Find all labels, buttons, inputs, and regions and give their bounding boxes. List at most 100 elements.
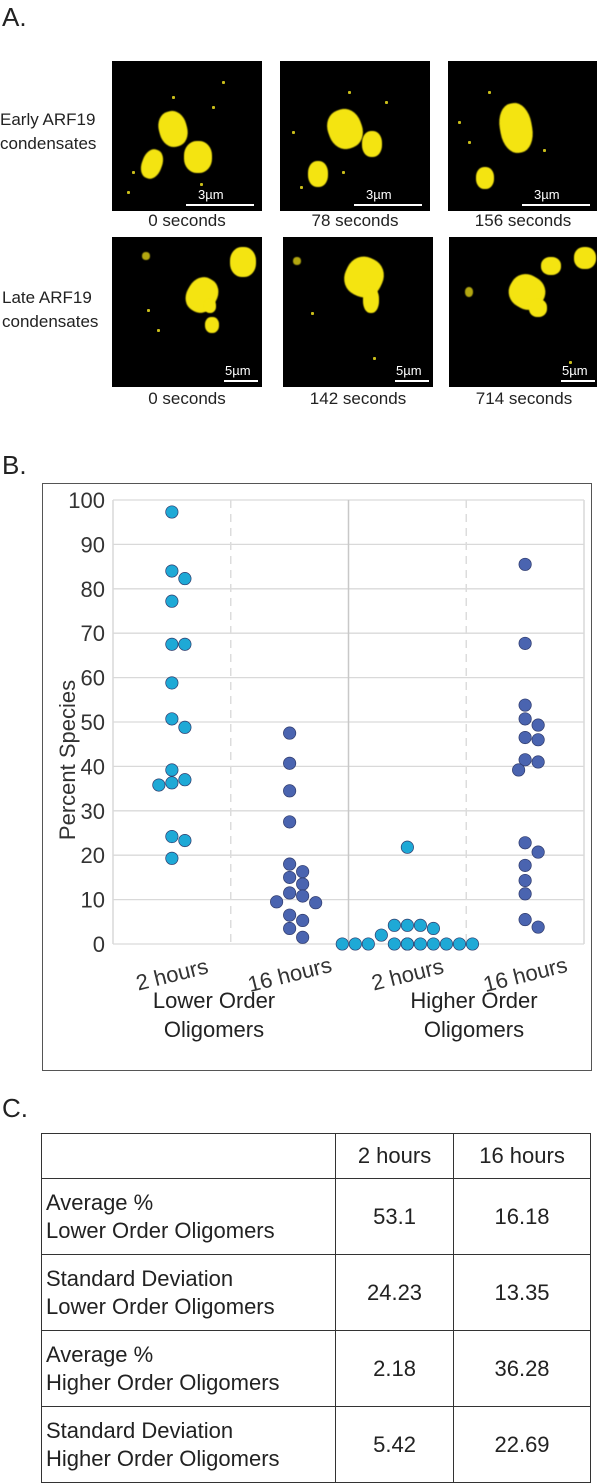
y-tick-label: 80	[81, 577, 105, 602]
data-point	[178, 720, 192, 734]
scale-label: 3µm	[198, 187, 224, 202]
row-label-line1: Standard Deviation	[46, 1417, 234, 1443]
caption-late-142s: 142 seconds	[309, 389, 407, 408]
data-point	[400, 937, 414, 951]
row-label: Standard Deviation Lower Order Oligomers	[41, 1254, 336, 1331]
micrograph-early-0s: 3µm	[112, 61, 262, 211]
scale-label: 5µm	[562, 363, 588, 378]
data-point	[465, 937, 480, 951]
data-point	[309, 896, 323, 910]
data-point	[518, 698, 532, 712]
micrograph-late-714s: 5µm	[449, 237, 597, 387]
data-point	[296, 877, 310, 891]
data-point	[439, 937, 453, 951]
late-row-label: Late ARF19 condensates	[2, 286, 98, 334]
scale-label: 3µm	[366, 187, 392, 202]
scale-bar	[354, 204, 422, 206]
caption-early-0s: 0 seconds	[148, 211, 226, 230]
panel-c-letter: C.	[2, 1093, 28, 1123]
early-row-label-line2: condensates	[0, 134, 97, 153]
header-cell-2-hours: 2 hours	[334, 1133, 455, 1179]
scale-bar	[561, 380, 595, 382]
data-point	[518, 753, 532, 767]
data-point	[374, 928, 388, 942]
data-point	[178, 572, 192, 586]
data-point	[413, 937, 427, 951]
data-point	[452, 937, 467, 951]
data-point	[387, 918, 401, 932]
group-label-higher-line1: Higher Order	[410, 988, 537, 1013]
data-point	[387, 937, 401, 951]
data-point	[283, 857, 297, 871]
cell-2-hours: 24.23	[334, 1254, 455, 1331]
data-point	[400, 918, 414, 932]
row-label-line2: Higher Order Oligomers	[46, 1369, 280, 1395]
late-row-label-line1: Late ARF19	[2, 288, 92, 307]
data-point	[296, 913, 310, 928]
scale-bar	[224, 380, 258, 382]
data-point	[518, 873, 532, 888]
data-point	[283, 756, 297, 770]
row-label: Average % Lower Order Oligomers	[41, 1178, 336, 1255]
table-row: Average % Higher Order Oligomers 2.18 36…	[41, 1330, 591, 1407]
cell-16-hours: 36.28	[453, 1330, 591, 1407]
y-tick-label: 100	[68, 488, 105, 513]
data-point	[361, 937, 375, 951]
data-point	[518, 913, 532, 927]
data-point	[518, 887, 532, 901]
data-point	[178, 833, 192, 848]
header-cell-16-hours: 16 hours	[453, 1133, 591, 1179]
data-point	[531, 920, 545, 934]
data-point	[400, 840, 414, 854]
caption-late-0s: 0 seconds	[148, 389, 226, 408]
y-tick-label: 20	[81, 843, 105, 868]
data-point	[296, 930, 310, 944]
row-label-line2: Lower Order Oligomers	[46, 1293, 275, 1319]
data-point	[165, 637, 179, 651]
y-tick-labels: 0 10 20 30 40 50 60 70 80 90 100	[68, 488, 105, 957]
cell-16-hours: 13.35	[453, 1254, 591, 1331]
data-point	[283, 815, 297, 829]
scale-label: 5µm	[396, 363, 422, 378]
y-tick-label: 40	[81, 754, 105, 779]
group-label-lower-line2: Oligomers	[164, 1017, 264, 1042]
cell-2-hours: 5.42	[334, 1406, 455, 1483]
data-point	[165, 830, 179, 844]
y-tick-label: 70	[81, 621, 105, 646]
data-point	[283, 784, 297, 798]
data-point	[426, 937, 440, 951]
data-point	[283, 870, 297, 884]
data-point	[518, 858, 532, 872]
data-point	[165, 505, 179, 519]
row-label-line2: Lower Order Oligomers	[46, 1217, 275, 1243]
summary-table: 2 hours 16 hours Average % Lower Order O…	[41, 1133, 591, 1483]
table-row: Average % Lower Order Oligomers 53.1 16.…	[41, 1178, 591, 1255]
y-axis-label: Percent Species	[55, 680, 80, 840]
y-tick-label: 50	[81, 710, 105, 735]
row-label: Standard Deviation Higher Order Oligomer…	[41, 1406, 336, 1483]
data-point	[348, 937, 362, 951]
percent-species-chart: 0 10 20 30 40 50 60 70 80 90 100 Percent Species 2…	[55, 488, 585, 1042]
data-point	[296, 865, 310, 879]
header-cell-empty	[41, 1133, 336, 1179]
data-point	[531, 733, 545, 747]
row-label-line1: Average %	[46, 1341, 154, 1367]
data-point	[165, 851, 179, 865]
data-point	[518, 730, 532, 745]
table-header-row: 2 hours 16 hours	[41, 1133, 591, 1179]
late-row-label-line2: condensates	[2, 312, 99, 331]
scale-bar	[186, 204, 254, 206]
group-label-higher-line2: Oligomers	[424, 1017, 524, 1042]
data-point	[178, 637, 192, 651]
data-point	[531, 755, 545, 769]
chart-frame: 0 10 20 30 40 50 60 70 80 90 100 Percent Species 2…	[42, 483, 592, 1071]
panel-a-letter: A.	[2, 2, 27, 32]
grid-lines	[112, 499, 585, 945]
data-point	[518, 636, 532, 650]
cell-2-hours: 53.1	[334, 1178, 455, 1255]
data-point	[426, 921, 440, 936]
cell-2-hours: 2.18	[334, 1330, 455, 1407]
cell-16-hours: 22.69	[453, 1406, 591, 1483]
data-point	[165, 564, 179, 578]
y-tick-label: 90	[81, 532, 105, 557]
